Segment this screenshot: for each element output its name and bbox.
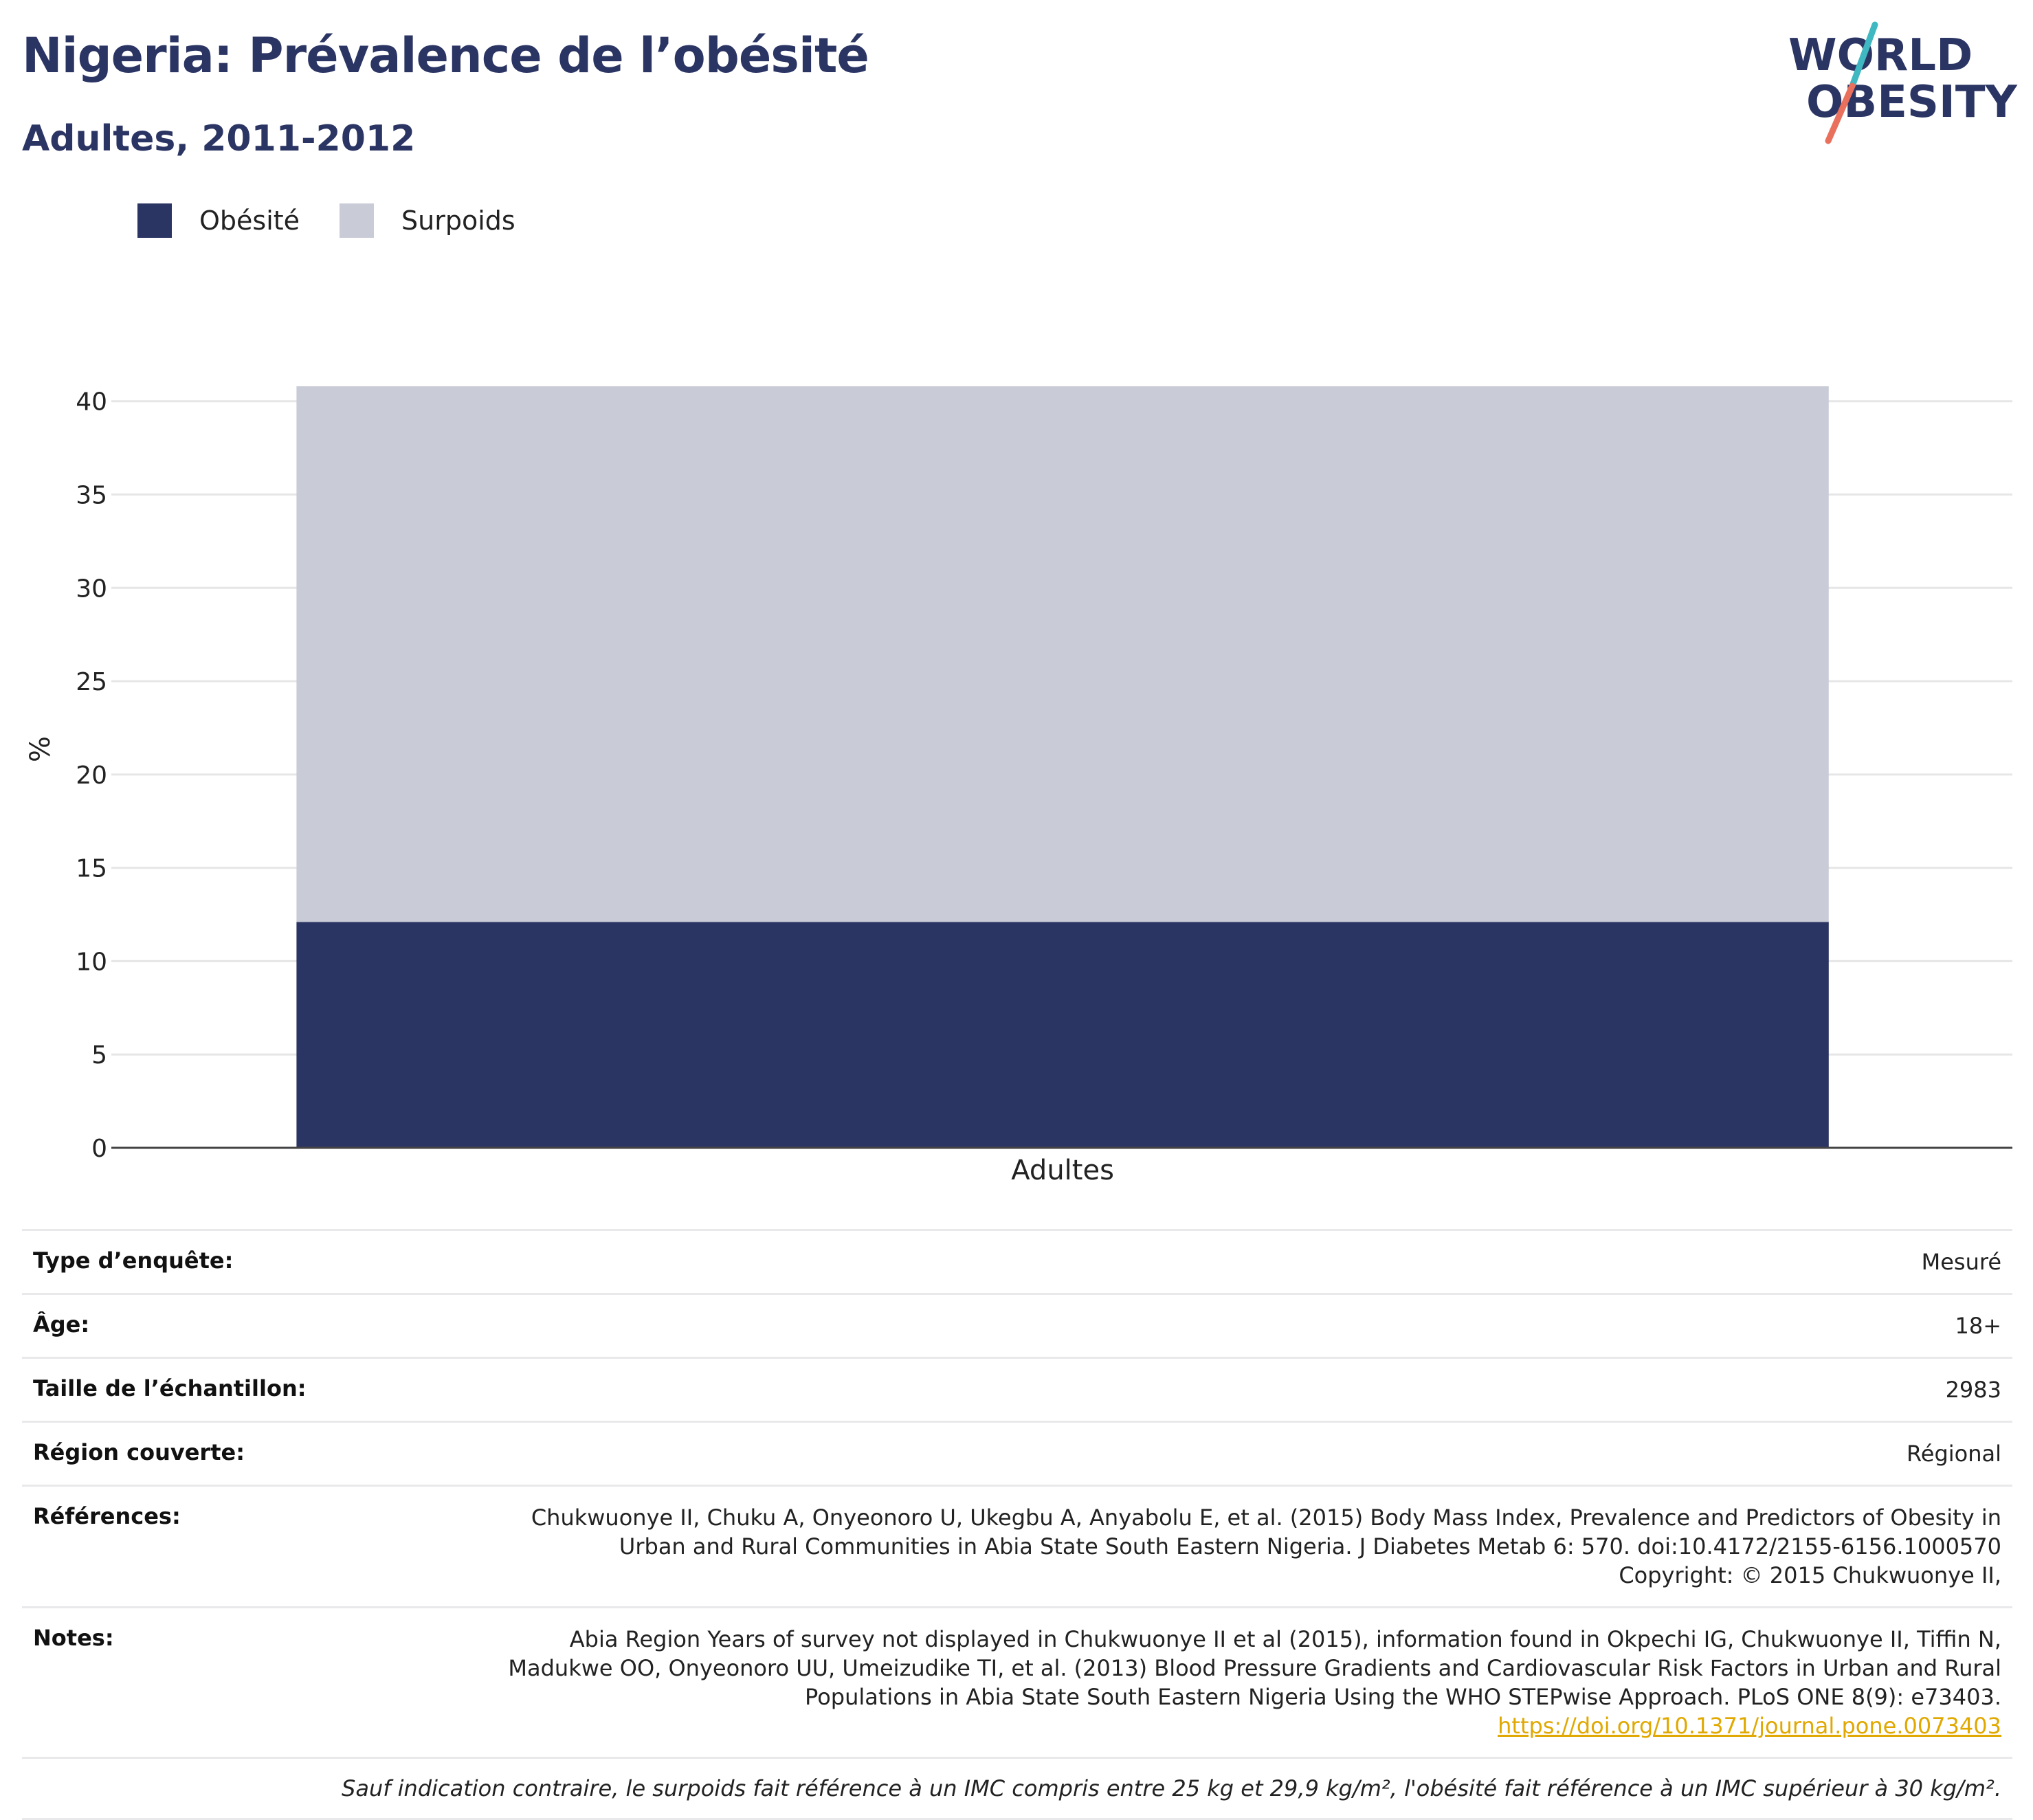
legend-label-obesite: Obésité	[199, 206, 300, 236]
y-tick-label: 5	[91, 1041, 107, 1069]
info-key: Âge:	[33, 1311, 90, 1338]
info-row: Taille de l’échantillon: 2983	[22, 1357, 2012, 1421]
legend-item-surpoids[interactable]: Surpoids	[340, 203, 515, 238]
chart-legend: Obésité Surpoids	[137, 203, 555, 238]
info-value-line: Abia Region Years of survey not displaye…	[569, 1626, 2001, 1652]
survey-info-table: Type d’enquête: Mesuré Âge: 18+ Taille de l’…	[22, 1229, 2012, 1820]
legend-swatch-surpoids	[340, 203, 375, 238]
info-key: Notes:	[33, 1625, 114, 1651]
info-value: Chukwuonye II, Chuku A, Onyeonoro U, Uke…	[531, 1503, 2001, 1590]
info-row: Type d’enquête: Mesuré	[22, 1229, 2012, 1293]
info-value: 2983	[1946, 1375, 2001, 1404]
x-tick-label: Adultes	[1011, 1155, 1114, 1186]
logo-line1: WORLD	[1788, 30, 1973, 81]
info-value-line: Copyright: © 2015 Chukwuonye II,	[1619, 1562, 2001, 1588]
y-tick-label: 20	[76, 762, 107, 790]
y-tick-label: 15	[76, 855, 107, 883]
info-value-line: Régional	[1906, 1441, 2001, 1467]
info-value: Abia Region Years of survey not displaye…	[508, 1625, 2001, 1740]
logo-line2: OBESITY	[1806, 77, 2017, 128]
info-key: Type d’enquête:	[33, 1247, 234, 1274]
info-value-line: Mesuré	[1921, 1249, 2001, 1275]
y-tick-label: 40	[76, 388, 107, 417]
info-row: Région couverte: Régional	[22, 1421, 2012, 1485]
doi-link[interactable]: https://doi.org/10.1371/journal.pone.007…	[1498, 1713, 2001, 1739]
legend-label-surpoids: Surpoids	[401, 206, 515, 236]
page-title: Nigeria: Prévalence de l’obésité	[22, 27, 869, 84]
info-key: Références:	[33, 1503, 181, 1529]
info-value: Régional	[1907, 1439, 2001, 1468]
info-value-line: 18+	[1955, 1313, 2001, 1339]
bar-segment-obesite	[296, 922, 1829, 1148]
y-tick-label: 0	[91, 1135, 107, 1163]
info-row: Âge: 18+	[22, 1293, 2012, 1357]
world-obesity-logo: WORLD OBESITY	[1788, 21, 2017, 144]
info-key: Taille de l’échantillon:	[33, 1375, 307, 1401]
info-row: Références: Chukwuonye II, Chuku A, Onyeo…	[22, 1485, 2012, 1606]
logo-accent-coral	[1825, 82, 1856, 144]
legend-swatch-obesite	[137, 203, 172, 238]
info-value-line: Urban and Rural Communities in Abia Stat…	[619, 1533, 2001, 1560]
stacked-bar-chart: 0 5 10 15 20 25 30 35 40% Adultes	[25, 386, 2012, 1186]
logo-accent-teal	[1849, 21, 1878, 89]
y-tick-label: 25	[76, 668, 107, 696]
y-axis-label: %	[25, 736, 56, 762]
info-value-line: 2983	[1945, 1377, 2001, 1403]
info-key: Région couverte:	[33, 1439, 245, 1465]
bar-segment-surpoids	[296, 386, 1829, 922]
y-tick-label: 35	[76, 482, 107, 510]
page-subtitle: Adultes, 2011-2012	[22, 118, 416, 159]
y-tick-label: 30	[76, 575, 107, 603]
info-value-line: Madukwe OO, Onyeonoro UU, Umeizudike TI,…	[508, 1655, 2001, 1681]
info-value-line: Chukwuonye II, Chuku A, Onyeonoro U, Uke…	[531, 1505, 2001, 1531]
definition-footnote: Sauf indication contraire, le surpoids f…	[22, 1757, 2012, 1818]
info-row: Notes: Abia Region Years of survey not di…	[22, 1606, 2012, 1757]
y-tick-label: 10	[76, 948, 107, 976]
legend-item-obesite[interactable]: Obésité	[137, 203, 300, 238]
info-value: Mesuré	[1922, 1247, 2001, 1276]
info-value-line: Populations in Abia State South Eastern …	[805, 1684, 2001, 1710]
info-value: 18+	[1955, 1311, 2001, 1340]
